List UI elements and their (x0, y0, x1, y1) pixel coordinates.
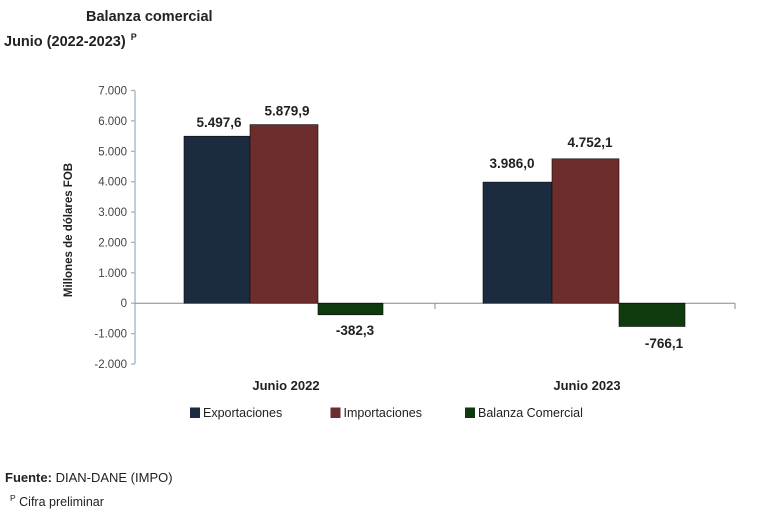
svg-text:Junio 2022: Junio 2022 (252, 378, 319, 393)
svg-text:-2.000: -2.000 (94, 359, 127, 371)
svg-text:Exportaciones: Exportaciones (203, 406, 282, 420)
svg-text:3.000: 3.000 (98, 207, 127, 219)
svg-text:3.986,0: 3.986,0 (489, 156, 534, 171)
svg-text:6.000: 6.000 (98, 116, 127, 128)
svg-text:5.000: 5.000 (98, 146, 127, 158)
svg-text:0: 0 (121, 298, 127, 310)
svg-text:Junio 2023: Junio 2023 (553, 378, 620, 393)
svg-text:Balanza Comercial: Balanza Comercial (478, 406, 583, 420)
svg-text:Millones de dólares FOB: Millones de dólares FOB (63, 163, 75, 297)
svg-text:-766,1: -766,1 (645, 336, 684, 351)
svg-text:Importaciones: Importaciones (344, 406, 423, 420)
svg-text:-382,3: -382,3 (336, 323, 375, 338)
svg-text:4.752,1: 4.752,1 (567, 135, 613, 150)
svg-text:2.000: 2.000 (98, 237, 127, 249)
svg-text:5.879,9: 5.879,9 (264, 104, 309, 119)
svg-text:7.000: 7.000 (98, 86, 127, 98)
svg-text:4.000: 4.000 (98, 177, 127, 189)
svg-text:1.000: 1.000 (98, 268, 127, 280)
svg-text:-1.000: -1.000 (94, 329, 127, 341)
svg-text:5.497,6: 5.497,6 (196, 115, 242, 130)
